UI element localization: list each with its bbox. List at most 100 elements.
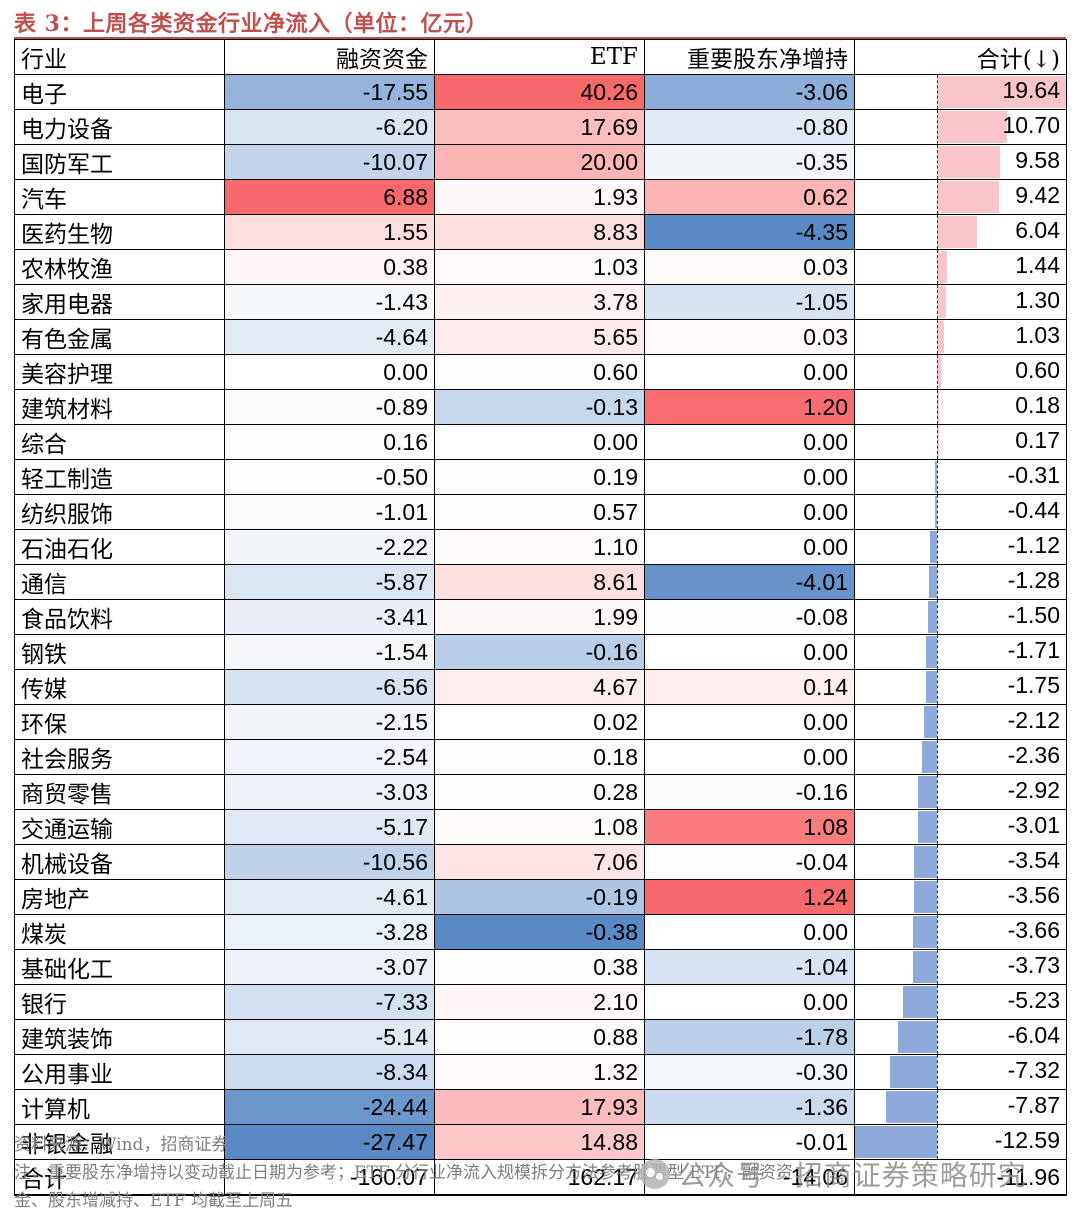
industry-name: 食品饮料	[14, 599, 225, 635]
margin-value: 0.00	[224, 354, 435, 390]
total-bar	[927, 601, 938, 633]
total-bar-cell: -2.12	[854, 704, 1067, 740]
total-bar-cell: -0.44	[854, 494, 1067, 530]
holder-value: -0.16	[644, 774, 855, 810]
margin-value: -2.15	[224, 704, 435, 740]
total-bar	[926, 636, 938, 668]
holder-value: -3.06	[644, 74, 855, 110]
zero-axis	[937, 285, 939, 319]
industry-name: 交通运输	[14, 809, 225, 845]
table-row: 石油石化 -2.22 1.10 0.00 -1.12	[14, 529, 1067, 565]
total-bar	[935, 461, 938, 493]
total-value: -1.50	[1007, 602, 1060, 628]
etf-value: 0.28	[434, 774, 645, 810]
table-row: 社会服务 -2.54 0.18 0.00 -2.36	[14, 739, 1067, 775]
holder-value: 0.00	[644, 354, 855, 390]
table-row: 银行 -7.33 2.10 0.00 -5.23	[14, 984, 1067, 1020]
total-value: -2.12	[1007, 707, 1060, 733]
holder-value: 0.00	[644, 459, 855, 495]
industry-name: 纺织服饰	[14, 494, 225, 530]
total-bar-cell: -6.04	[854, 1019, 1067, 1055]
total-bar-cell: -0.31	[854, 459, 1067, 495]
holder-value: 0.03	[644, 319, 855, 355]
total-bar	[937, 321, 945, 353]
total-bar	[930, 531, 938, 563]
holder-value: 0.62	[644, 179, 855, 215]
total-bar-cell: -12.59	[854, 1124, 1067, 1160]
etf-value: 17.69	[434, 109, 645, 145]
footnote-line-2: 金、股东增减持、ETF 均截至上周五	[14, 1191, 293, 1211]
total-bar-cell: 6.04	[854, 214, 1067, 250]
holder-value: 1.08	[644, 809, 855, 845]
etf-value: 0.18	[434, 739, 645, 775]
margin-value: -24.44	[224, 1089, 435, 1125]
header-margin: 融资资金	[224, 39, 435, 75]
total-bar-cell: -3.73	[854, 949, 1067, 985]
holder-value: 1.24	[644, 879, 855, 915]
zero-axis	[937, 635, 939, 669]
total-value: 9.42	[1015, 182, 1060, 208]
total-bar	[903, 986, 938, 1018]
total-value: 0.17	[1015, 427, 1060, 453]
total-bar-cell: -1.75	[854, 669, 1067, 705]
margin-value: -4.61	[224, 879, 435, 915]
etf-value: 4.67	[434, 669, 645, 705]
zero-axis	[937, 250, 939, 284]
zero-axis	[937, 355, 939, 389]
header-industry: 行业	[14, 39, 225, 75]
zero-axis	[937, 495, 939, 529]
zero-axis	[937, 1020, 939, 1054]
margin-value: -17.55	[224, 74, 435, 110]
industry-name: 电子	[14, 74, 225, 110]
zero-axis	[937, 425, 939, 459]
industry-name: 银行	[14, 984, 225, 1020]
zero-axis	[937, 600, 939, 634]
table-body: 电子 -17.55 40.26 -3.06 19.64 电力设备 -6.20 17.69 -0.…	[14, 74, 1067, 1196]
industry-name: 钢铁	[14, 634, 225, 670]
total-value: -1.75	[1007, 672, 1060, 698]
total-bar	[937, 111, 1008, 143]
etf-value: 14.88	[434, 1124, 645, 1160]
holder-value: 0.00	[644, 634, 855, 670]
etf-value: 3.78	[434, 284, 645, 320]
total-bar-cell: -3.66	[854, 914, 1067, 950]
total-value: -2.92	[1007, 777, 1060, 803]
margin-value: -7.33	[224, 984, 435, 1020]
industry-name: 社会服务	[14, 739, 225, 775]
total-bar	[914, 881, 938, 913]
margin-value: -5.14	[224, 1019, 435, 1055]
table-row: 美容护理 0.00 0.60 0.00 0.60	[14, 354, 1067, 390]
table-row: 公用事业 -8.34 1.32 -0.30 -7.32	[14, 1054, 1067, 1090]
margin-value: 0.38	[224, 249, 435, 285]
industry-name: 医药生物	[14, 214, 225, 250]
zero-axis	[937, 320, 939, 354]
total-value: -1.12	[1007, 532, 1060, 558]
holder-value: -0.80	[644, 109, 855, 145]
total-value: -3.01	[1007, 812, 1060, 838]
table-row: 传媒 -6.56 4.67 0.14 -1.75	[14, 669, 1067, 705]
table-row: 环保 -2.15 0.02 0.00 -2.12	[14, 704, 1067, 740]
zero-axis	[937, 530, 939, 564]
table-row: 汽车 6.88 1.93 0.62 9.42	[14, 179, 1067, 215]
total-bar	[937, 76, 1066, 108]
total-value: -0.31	[1007, 462, 1060, 488]
total-value: -1.71	[1007, 637, 1060, 663]
watermark: 公众号 · 招商证券策略研究	[640, 1152, 1027, 1196]
holder-value: 0.14	[644, 669, 855, 705]
zero-axis	[937, 775, 939, 809]
total-holder: -14.06	[644, 1159, 855, 1196]
total-bar	[918, 776, 938, 808]
table-row: 医药生物 1.55 8.83 -4.35 6.04	[14, 214, 1067, 250]
holder-value: -1.05	[644, 284, 855, 320]
margin-value: -1.43	[224, 284, 435, 320]
holder-value: -4.01	[644, 564, 855, 600]
industry-name: 基础化工	[14, 949, 225, 985]
holder-value: 0.00	[644, 424, 855, 460]
margin-value: -6.20	[224, 109, 435, 145]
margin-value: 1.55	[224, 214, 435, 250]
total-bar	[921, 741, 938, 773]
zero-axis	[937, 810, 939, 844]
zero-axis	[937, 215, 939, 249]
holder-value: -0.35	[644, 144, 855, 180]
total-bar-cell: 1.44	[854, 249, 1067, 285]
